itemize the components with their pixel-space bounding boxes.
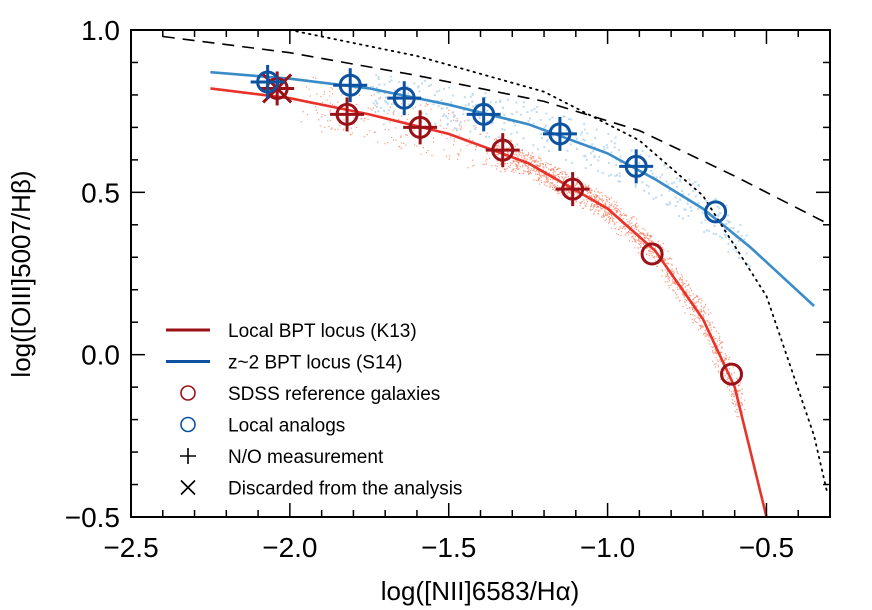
x-tick-label: −1.0 [580, 532, 635, 563]
sdss-reference-galaxy-marker [403, 110, 438, 145]
legend-circle-icon [180, 385, 196, 401]
local-analog-marker [333, 68, 368, 103]
demarcation-dotted-line [289, 30, 828, 492]
y-tick-label: 0.0 [81, 340, 120, 371]
legend-item: Local BPT locus (K13) [166, 321, 417, 342]
sdss-reference-galaxy-marker [485, 133, 520, 168]
legend-label: Local analogs [228, 416, 345, 437]
local-analog-marker [619, 149, 654, 184]
x-tick-label: −2.0 [262, 532, 317, 563]
local-analog-marker [466, 97, 501, 132]
local-analog-marker [250, 64, 285, 99]
legend-label: z~2 BPT locus (S14) [228, 353, 402, 374]
legend-circle-icon [180, 416, 196, 433]
local-bpt-locus-line [210, 87, 768, 517]
local-analog-marker [704, 200, 728, 224]
legend-label: Local BPT locus (K13) [228, 321, 417, 342]
y-axis-title: log([OIII]5007/Hβ) [6, 170, 36, 377]
data-markers [250, 64, 744, 386]
x-tick-label: −1.5 [421, 532, 476, 563]
axis-ticks [130, 29, 831, 518]
local-analog-marker [542, 116, 577, 151]
x-axis-title: log([NII]6583/Hα) [381, 576, 580, 606]
sdss-reference-galaxy-marker [640, 242, 664, 266]
y-tick-label: −0.5 [65, 502, 120, 533]
legend-cross-icon [180, 479, 196, 496]
legend: Local BPT locus (K13) z~2 BPT locus (S14)… [166, 321, 462, 500]
legend-label: N/O measurement [228, 447, 384, 468]
z2-bpt-locus-line [210, 70, 815, 307]
tick-labels: −2.5 −2.0 −1.5 −1.0 −0.5 −0.5 0.0 0.5 1.0 [65, 15, 794, 563]
max-starburst-dashed-line [162, 35, 830, 226]
plot-frame [130, 29, 831, 518]
sdss-reference-galaxy-marker [720, 362, 744, 386]
legend-label: SDSS reference galaxies [228, 384, 440, 405]
legend-item: z~2 BPT locus (S14) [166, 353, 402, 374]
y-tick-label: 0.5 [81, 177, 120, 208]
legend-item: SDSS reference galaxies [180, 384, 440, 405]
legend-plus-icon [180, 448, 196, 464]
y-tick-label: 1.0 [81, 15, 120, 46]
local-analog-marker [387, 81, 422, 116]
sdss-reference-galaxy-marker [330, 97, 365, 132]
sdss-reference-galaxy-marker [555, 172, 590, 207]
x-tick-label: −0.5 [739, 532, 794, 563]
legend-item: Discarded from the analysis [180, 479, 462, 500]
x-tick-label: −2.5 [103, 532, 158, 563]
legend-item: Local analogs [180, 416, 345, 437]
legend-item: N/O measurement [180, 447, 384, 468]
legend-label: Discarded from the analysis [228, 479, 462, 500]
